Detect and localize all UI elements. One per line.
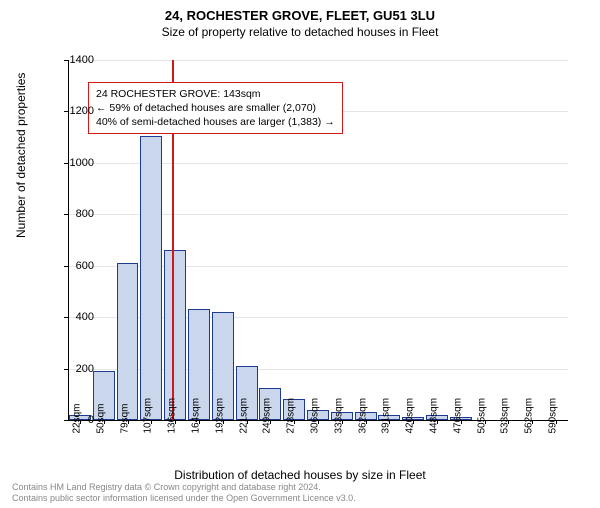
gridline <box>68 60 568 61</box>
ytick-label: 400 <box>54 311 94 323</box>
annotation-line: ← 59% of detached houses are smaller (2,… <box>96 101 335 115</box>
annotation-box: 24 ROCHESTER GROVE: 143sqm← 59% of detac… <box>88 82 343 135</box>
x-axis-label: Distribution of detached houses by size … <box>0 468 600 482</box>
footer-line-1: Contains HM Land Registry data © Crown c… <box>12 482 356 493</box>
bar <box>117 263 139 420</box>
annotation-line: 24 ROCHESTER GROVE: 143sqm <box>96 87 335 101</box>
footer-attribution: Contains HM Land Registry data © Crown c… <box>12 482 356 504</box>
ytick-label: 1000 <box>54 157 94 169</box>
footer-line-2: Contains public sector information licen… <box>12 493 356 504</box>
ytick-label: 600 <box>54 260 94 272</box>
chart-title-main: 24, ROCHESTER GROVE, FLEET, GU51 3LU <box>0 8 600 23</box>
ytick-label: 1200 <box>54 105 94 117</box>
y-axis-label: Number of detached properties <box>14 73 28 238</box>
chart-plot-area: 24 ROCHESTER GROVE: 143sqm← 59% of detac… <box>68 60 568 420</box>
chart-title-sub: Size of property relative to detached ho… <box>0 25 600 39</box>
bar <box>164 250 186 420</box>
bar <box>140 136 162 420</box>
ytick-label: 800 <box>54 208 94 220</box>
ytick-label: 1400 <box>54 54 94 66</box>
annotation-line: 40% of semi-detached houses are larger (… <box>96 115 335 129</box>
ytick-label: 200 <box>54 363 94 375</box>
plot-surface: 24 ROCHESTER GROVE: 143sqm← 59% of detac… <box>68 60 568 420</box>
